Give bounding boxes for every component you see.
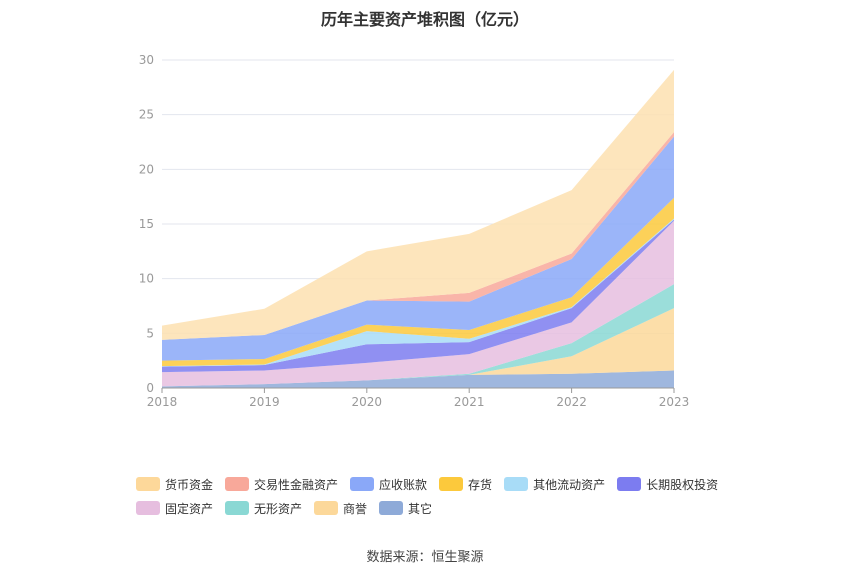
y-tick-label: 5 bbox=[146, 326, 154, 340]
legend-item[interactable]: 长期股权投资 bbox=[617, 476, 718, 493]
y-tick-label: 25 bbox=[139, 108, 154, 122]
legend-swatch bbox=[225, 477, 250, 491]
legend-swatch bbox=[439, 477, 464, 491]
legend-item[interactable]: 固定资产 bbox=[136, 500, 213, 517]
legend-row: 固定资产 无形资产 商誉 其它 bbox=[136, 496, 736, 520]
y-tick-label: 0 bbox=[146, 381, 154, 395]
legend-swatch bbox=[225, 501, 250, 515]
chart-title: 历年主要资产堆积图（亿元） bbox=[320, 10, 529, 29]
legend-item[interactable]: 商誉 bbox=[314, 500, 367, 517]
legend-item[interactable]: 应收账款 bbox=[350, 476, 427, 493]
x-tick-label: 2019 bbox=[249, 395, 280, 409]
legend-swatch bbox=[504, 477, 529, 491]
legend-item[interactable]: 货币资金 bbox=[136, 476, 213, 493]
data-source: 数据来源：恒生聚源 bbox=[366, 550, 484, 565]
area-固定资产 bbox=[162, 220, 674, 387]
x-tick-label: 2021 bbox=[454, 395, 485, 409]
legend-item[interactable]: 其它 bbox=[379, 500, 432, 517]
legend-row: 货币资金 交易性金融资产 应收账款 存货 其他流动资产 长期股权投资 bbox=[136, 472, 736, 496]
legend-label: 交易性金融资产 bbox=[254, 477, 339, 492]
area-货币资金 bbox=[162, 69, 674, 340]
legend-label: 应收账款 bbox=[379, 477, 428, 492]
area-无形资产 bbox=[162, 284, 674, 387]
y-tick-label: 20 bbox=[139, 162, 154, 176]
legend-swatch bbox=[379, 501, 404, 515]
area-其他流动资产 bbox=[162, 218, 674, 367]
y-tick-label: 15 bbox=[139, 217, 154, 231]
y-tick-label: 10 bbox=[139, 272, 154, 286]
legend-label: 其他流动资产 bbox=[533, 477, 606, 492]
legend-swatch bbox=[136, 501, 160, 515]
legend-label: 固定资产 bbox=[165, 501, 214, 516]
y-tick-label: 30 bbox=[139, 53, 154, 67]
legend-item[interactable]: 存货 bbox=[439, 476, 492, 493]
legend-swatch bbox=[350, 477, 375, 491]
area-交易性金融资产 bbox=[162, 132, 674, 340]
legend-label: 长期股权投资 bbox=[646, 477, 719, 492]
legend-swatch bbox=[617, 477, 642, 491]
stacked-area-chart: 0 5 10 15 20 25 30 2018 2019 2020 2021 2022 2023 bbox=[139, 53, 690, 409]
legend-label: 无形资产 bbox=[254, 501, 303, 516]
area-商誉 bbox=[162, 308, 674, 387]
legend-label: 货币资金 bbox=[165, 477, 214, 492]
legend-item[interactable]: 交易性金融资产 bbox=[225, 476, 338, 493]
legend-swatch bbox=[314, 501, 339, 515]
legend-item[interactable]: 无形资产 bbox=[225, 500, 302, 517]
area-应收账款 bbox=[162, 136, 674, 361]
legend-label: 存货 bbox=[468, 477, 493, 492]
legend-swatch bbox=[136, 477, 160, 491]
x-tick-label: 2022 bbox=[556, 395, 587, 409]
x-tick-label: 2020 bbox=[352, 395, 383, 409]
area-存货 bbox=[162, 197, 674, 367]
x-tick-label: 2018 bbox=[147, 395, 178, 409]
legend-label: 商誉 bbox=[343, 501, 368, 516]
area-其它 bbox=[162, 370, 674, 388]
legend-label: 其它 bbox=[408, 501, 433, 516]
x-tick-label: 2023 bbox=[659, 395, 690, 409]
legend: 货币资金 交易性金融资产 应收账款 存货 其他流动资产 长期股权投资固定资产 无形资产 商誉 其… bbox=[136, 472, 736, 520]
legend-item[interactable]: 其他流动资产 bbox=[504, 476, 605, 493]
